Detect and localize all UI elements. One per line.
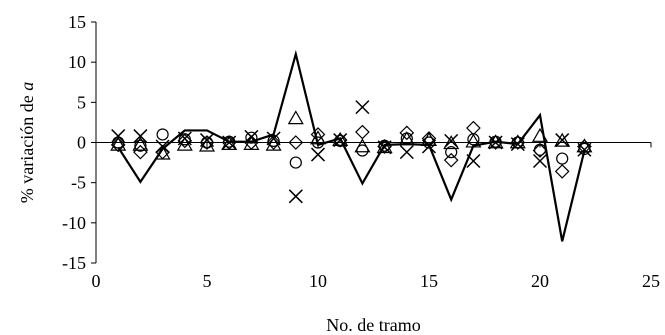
cross-point [532,153,548,169]
diamond-point [421,131,437,146]
triangle-point [110,136,127,151]
y-tick-label: -5 [71,173,86,193]
diamond-point [399,125,415,141]
triangle-point [287,110,304,125]
x-axis: 0 5 10 15 20 25 [92,142,660,291]
y-axis-title: % variación de a [17,82,37,203]
diamond-point [443,152,459,168]
y-axis: 15 10 5 0 -5 -10 -15 [62,12,97,273]
diamond-point [510,135,526,150]
diamond-point [221,135,237,150]
x-axis-title: No. de tramo [326,315,420,335]
triangle-point [332,131,349,146]
y-ticks: 15 10 5 0 -5 -10 -15 [62,12,96,273]
circle-point [511,136,524,149]
circle-point [134,139,147,152]
y-tick-label: -15 [62,253,86,273]
cross-point [399,145,414,160]
circle-point [267,134,280,147]
diamond-point [266,135,281,150]
circle-point [378,139,391,152]
cross-point [421,139,437,154]
y-tick-label: 5 [77,92,86,112]
diamond-point [199,135,215,150]
x-tick-label: 25 [642,271,660,291]
circle-point [200,136,214,149]
diamond-point [466,120,481,136]
series-line [117,49,586,242]
circle-point [556,152,569,165]
triangle-point [465,133,482,148]
triangle-point [554,132,571,147]
diamond-point [577,139,592,154]
plot-area [110,49,593,242]
cross-point [355,100,370,115]
circle-point [223,135,236,148]
circle-point [178,133,191,146]
cross-point [444,133,459,148]
circle-point [311,136,325,149]
diamond-point [155,144,170,160]
triangle-point [132,136,149,151]
diamond-point [377,139,392,154]
series-circle [112,128,591,169]
cross-point [555,133,570,148]
cross-point [111,129,126,144]
diamond-point [554,164,570,179]
series-cross [111,100,592,204]
diamond-point [532,143,548,158]
diamond-point [288,135,304,150]
circle-point [334,134,347,147]
circle-point [400,132,413,145]
circle-point [533,143,547,156]
circle-point [467,133,480,146]
x-tick-label: 20 [531,271,549,291]
y-tick-label: -10 [62,213,86,233]
circle-point [422,136,436,149]
cross-point [310,147,326,162]
x-ticks: 0 5 10 15 20 25 [92,142,660,291]
cross-point [133,129,148,144]
circle-point [245,131,258,144]
y-axis-title-text: % variación de [17,91,37,203]
diamond-point [488,135,503,150]
y-axis-title-symbol: a [17,82,37,91]
x-tick-label: 10 [309,271,327,291]
circle-point [578,142,591,156]
triangle-point [531,127,549,142]
circle-point [445,146,458,159]
triangle-point [265,136,282,151]
triangle-point [576,138,593,153]
circle-point [289,156,302,169]
diamond-point [110,137,126,153]
circle-point [356,144,369,157]
y-tick-label: 0 [77,133,86,153]
x-tick-label: 15 [420,271,438,291]
diamond-point [177,133,193,149]
y-tick-label: 15 [68,12,86,32]
circle-point [489,135,502,148]
diamond-point [310,127,326,142]
cross-point [466,153,481,169]
y-tick-label: 10 [68,52,86,72]
triangle-point [443,135,460,150]
circle-point [156,128,169,141]
diamond-point [355,124,370,140]
cross-point [288,189,303,204]
x-tick-label: 0 [92,271,101,291]
series-line [117,49,586,242]
x-tick-label: 5 [203,271,212,291]
circle-point [112,136,125,149]
